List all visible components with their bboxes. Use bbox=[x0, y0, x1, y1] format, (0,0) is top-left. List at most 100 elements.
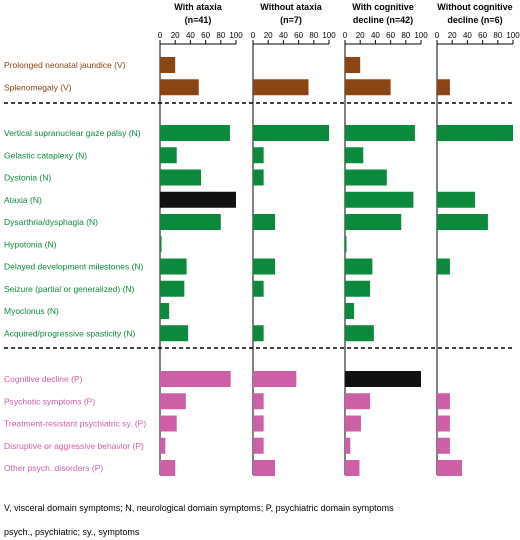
bar-delayed-development-milestones-n-panel-3 bbox=[345, 258, 373, 275]
x-tick-label-panel-3-0: 0 bbox=[343, 31, 348, 40]
x-tick-label-panel-1-20: 20 bbox=[171, 31, 180, 40]
category-label-dystonia-n: Dystonia (N) bbox=[4, 173, 51, 183]
bar-gelastic-cataplexy-n-panel-3 bbox=[345, 147, 364, 164]
bar-seizure-partial-or-generalized-n-panel-2 bbox=[253, 280, 264, 297]
bar-myoclonus-n-panel-1 bbox=[160, 303, 170, 319]
x-tick-label-panel-4-0: 0 bbox=[435, 31, 440, 40]
bar-disruptive-or-aggressive-behavior-p-panel-4 bbox=[437, 437, 450, 454]
x-tick-label-panel-4-80: 80 bbox=[493, 31, 502, 40]
category-label-other-psych-disorders-p: Other psych. disorders (P) bbox=[4, 463, 103, 473]
chart: With ataxia (n=41) Without ataxia (n=7) With… bbox=[4, 2, 520, 476]
bar-splenomegaly-v-panel-4 bbox=[437, 79, 450, 96]
category-label-cognitive-decline-p: Cognitive decline (P) bbox=[4, 374, 83, 384]
panel-title-3-line-2: decline (n=42) bbox=[353, 15, 413, 25]
x-tick-label-panel-1-100: 100 bbox=[229, 31, 243, 40]
panel-title-2-line-1: Without ataxia bbox=[260, 2, 322, 12]
x-tick-label-panel-2-100: 100 bbox=[322, 31, 336, 40]
bar-other-psych-disorders-p-panel-4 bbox=[437, 460, 463, 476]
bar-dysarthria-dysphagia-n-panel-1 bbox=[160, 214, 221, 230]
bar-acquired-progressive-spasticity-n-panel-3 bbox=[345, 325, 374, 342]
bar-treatment-resistant-psychiatric-sy-p-panel-4 bbox=[437, 415, 450, 432]
x-tick-label-panel-4-20: 20 bbox=[448, 31, 457, 40]
x-tick-label-panel-1-40: 40 bbox=[186, 31, 195, 40]
bar-acquired-progressive-spasticity-n-panel-1 bbox=[160, 325, 189, 342]
category-label-treatment-resistant-psychiatric-sy-p: Treatment-resistant psychiatric sy. (P) bbox=[4, 419, 146, 429]
bar-other-psych-disorders-p-panel-1 bbox=[160, 460, 176, 476]
x-tick-label-panel-3-100: 100 bbox=[414, 31, 428, 40]
bar-other-psych-disorders-p-panel-3 bbox=[345, 460, 360, 476]
bar-disruptive-or-aggressive-behavior-p-panel-1 bbox=[160, 437, 166, 454]
x-tick-label-panel-1-60: 60 bbox=[201, 31, 210, 40]
bar-prolonged-neonatal-jaundice-v-panel-3 bbox=[345, 57, 361, 73]
category-label-dysarthria-dysphagia-n: Dysarthria/dysphagia (N) bbox=[4, 217, 98, 227]
bar-psychotic-symptoms-p-panel-2 bbox=[253, 393, 264, 410]
x-tick-label-panel-1-0: 0 bbox=[158, 31, 163, 40]
bar-treatment-resistant-psychiatric-sy-p-panel-1 bbox=[160, 415, 177, 432]
category-label-disruptive-or-aggressive-behavior-p: Disruptive or aggressive behavior (P) bbox=[4, 441, 144, 451]
bar-dystonia-n-panel-2 bbox=[253, 169, 264, 186]
category-label-acquired-progressive-spasticity-n: Acquired/progressive spasticity (N) bbox=[4, 328, 135, 338]
bar-vertical-supranuclear-gaze-palsy-n-panel-1 bbox=[160, 125, 230, 141]
panel-title-3-line-1: With cognitive bbox=[352, 2, 413, 12]
category-label-splenomegaly-v: Splenomegaly (V) bbox=[4, 82, 72, 92]
bar-treatment-resistant-psychiatric-sy-p-panel-2 bbox=[253, 415, 264, 432]
bar-gelastic-cataplexy-n-panel-1 bbox=[160, 147, 177, 164]
x-tick-label-panel-1-80: 80 bbox=[216, 31, 225, 40]
bar-acquired-progressive-spasticity-n-panel-2 bbox=[253, 325, 264, 342]
category-label-vertical-supranuclear-gaze-palsy-n: Vertical supranuclear gaze palsy (N) bbox=[4, 128, 141, 138]
bar-ataxia-n-panel-1 bbox=[160, 191, 236, 208]
bar-treatment-resistant-psychiatric-sy-p-panel-3 bbox=[345, 415, 361, 432]
category-label-seizure-partial-or-generalized-n: Seizure (partial or generalized) (N) bbox=[4, 284, 135, 294]
x-tick-label-panel-2-60: 60 bbox=[294, 31, 303, 40]
bar-dysarthria-dysphagia-n-panel-4 bbox=[437, 214, 488, 230]
panel-title-2-line-2: (n=7) bbox=[280, 15, 302, 25]
category-label-psychotic-symptoms-p: Psychotic symptoms (P) bbox=[4, 396, 95, 406]
bar-dystonia-n-panel-1 bbox=[160, 169, 202, 186]
category-label-delayed-development-milestones-n: Delayed development milestones (N) bbox=[4, 262, 144, 272]
bar-gelastic-cataplexy-n-panel-2 bbox=[253, 147, 264, 164]
panel-title-4-line-2: decline (n=6) bbox=[447, 15, 502, 25]
bar-vertical-supranuclear-gaze-palsy-n-panel-4 bbox=[437, 125, 513, 141]
bar-cognitive-decline-p-panel-1 bbox=[160, 371, 231, 387]
bar-hypotonia-n-panel-3 bbox=[345, 236, 347, 253]
x-tick-label-panel-3-60: 60 bbox=[386, 31, 395, 40]
bar-cognitive-decline-p-panel-3 bbox=[345, 371, 421, 387]
x-tick-label-panel-4-40: 40 bbox=[463, 31, 472, 40]
panel-title-4-line-1: Without cognitive bbox=[437, 2, 512, 12]
panel-title-1-line-1: With ataxia bbox=[174, 2, 222, 12]
bar-splenomegaly-v-panel-3 bbox=[345, 79, 391, 96]
bar-seizure-partial-or-generalized-n-panel-3 bbox=[345, 280, 371, 297]
x-tick-label-panel-2-20: 20 bbox=[264, 31, 273, 40]
footnote-abbreviations-domains: V, visceral domain symptoms; N, neurolog… bbox=[4, 503, 394, 513]
bar-vertical-supranuclear-gaze-palsy-n-panel-2 bbox=[253, 125, 329, 141]
bar-dysarthria-dysphagia-n-panel-3 bbox=[345, 214, 402, 230]
x-tick-label-panel-4-60: 60 bbox=[478, 31, 487, 40]
category-label-prolonged-neonatal-jaundice-v: Prolonged neonatal jaundice (V) bbox=[4, 60, 126, 70]
bar-ataxia-n-panel-4 bbox=[437, 191, 475, 208]
bar-myoclonus-n-panel-3 bbox=[345, 303, 355, 319]
bar-splenomegaly-v-panel-1 bbox=[160, 79, 199, 96]
bar-splenomegaly-v-panel-2 bbox=[253, 79, 309, 96]
bar-disruptive-or-aggressive-behavior-p-panel-3 bbox=[345, 437, 351, 454]
footnote-abbreviations-other: psych., psychiatric; sy., symptoms bbox=[4, 527, 140, 537]
bar-delayed-development-milestones-n-panel-4 bbox=[437, 258, 450, 275]
bar-other-psych-disorders-p-panel-2 bbox=[253, 460, 276, 476]
bar-delayed-development-milestones-n-panel-2 bbox=[253, 258, 276, 275]
category-label-myoclonus-n: Myoclonus (N) bbox=[4, 306, 59, 316]
x-tick-label-panel-3-40: 40 bbox=[371, 31, 380, 40]
bar-disruptive-or-aggressive-behavior-p-panel-2 bbox=[253, 437, 264, 454]
x-tick-label-panel-2-40: 40 bbox=[279, 31, 288, 40]
bar-cognitive-decline-p-panel-2 bbox=[253, 371, 297, 387]
bar-psychotic-symptoms-p-panel-4 bbox=[437, 393, 450, 410]
bar-psychotic-symptoms-p-panel-1 bbox=[160, 393, 186, 410]
category-label-hypotonia-n: Hypotonia (N) bbox=[4, 239, 57, 249]
category-label-ataxia-n: Ataxia (N) bbox=[4, 195, 42, 205]
bar-seizure-partial-or-generalized-n-panel-1 bbox=[160, 280, 185, 297]
x-tick-label-panel-4-100: 100 bbox=[506, 31, 520, 40]
x-tick-label-panel-2-0: 0 bbox=[251, 31, 256, 40]
bar-delayed-development-milestones-n-panel-1 bbox=[160, 258, 187, 275]
bar-hypotonia-n-panel-1 bbox=[160, 236, 162, 253]
x-tick-label-panel-2-80: 80 bbox=[309, 31, 318, 40]
bar-dystonia-n-panel-3 bbox=[345, 169, 387, 186]
bar-prolonged-neonatal-jaundice-v-panel-1 bbox=[160, 57, 176, 73]
